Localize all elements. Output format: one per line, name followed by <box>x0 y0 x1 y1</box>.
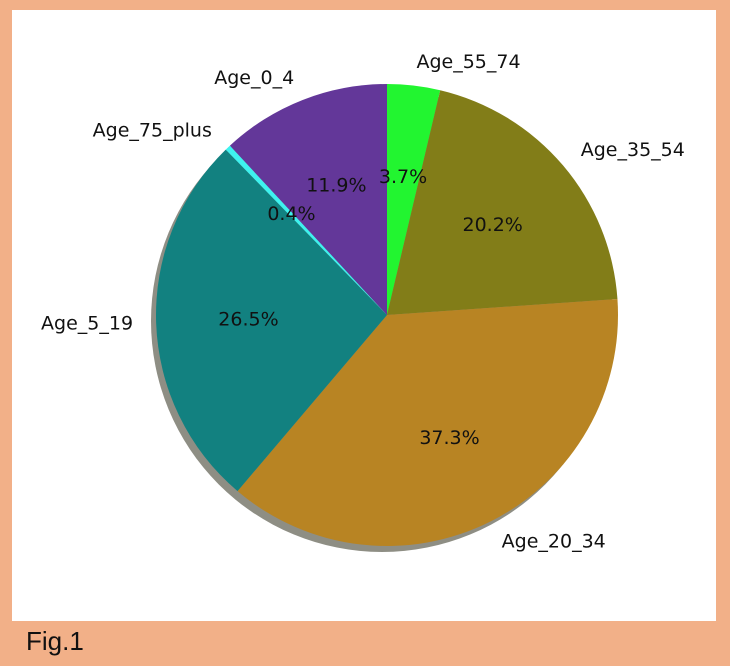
slice-percentage: 20.2% <box>462 214 522 236</box>
slice-label: Age_55_74 <box>416 51 520 73</box>
pie-slice-age-35-54 <box>387 90 618 316</box>
slice-label: Age_75_plus <box>93 119 212 141</box>
pie-slice-age-55-74 <box>387 84 441 315</box>
pie-slice-age-5-19 <box>156 149 387 492</box>
slice-percentage: 3.7% <box>379 166 427 188</box>
pie-slice-age-20-34 <box>237 299 618 546</box>
slice-percentage: 26.5% <box>218 308 278 330</box>
plot-panel: Age_55_74 3.7% Age_35_54 20.2% Age_20_34 37.3… <box>12 10 716 621</box>
figure-caption: Fig.1 <box>26 626 84 656</box>
slice-percentage: 37.3% <box>419 427 479 449</box>
slice-label: Age_5_19 <box>41 312 133 334</box>
slice-percentage: 0.4% <box>267 203 315 225</box>
pie-chart: Age_55_74 3.7% Age_35_54 20.2% Age_20_34 37.3… <box>41 51 685 552</box>
pie-slice-age-75-plus <box>225 145 387 315</box>
slice-label: Age_0_4 <box>214 67 294 89</box>
slice-label: Age_20_34 <box>502 530 606 552</box>
slice-label: Age_35_54 <box>581 139 685 161</box>
slice-percentage: 11.9% <box>306 174 366 196</box>
pie-slice-age-0-4 <box>229 84 387 315</box>
